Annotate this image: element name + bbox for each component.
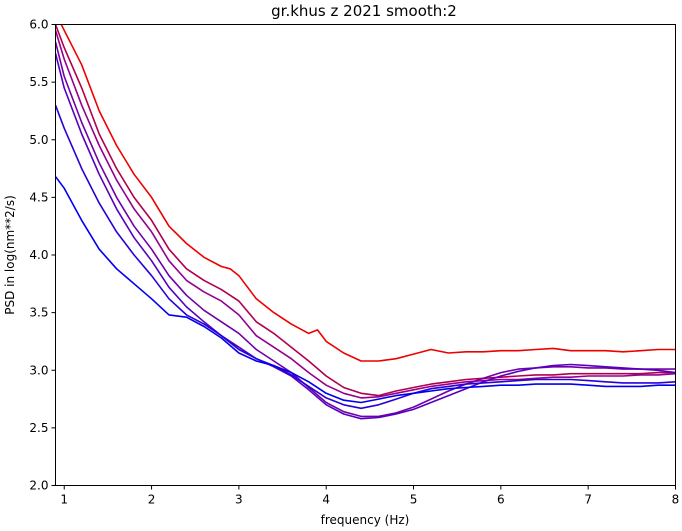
series-line-1: [60, 24, 676, 362]
y-tick-label: 5.5: [29, 75, 48, 89]
x-tick-label: 6: [497, 493, 505, 507]
y-axis-label: PSD in log(nm**2/s): [3, 195, 17, 315]
x-tick-label: 8: [672, 493, 680, 507]
x-tick-label: 4: [322, 493, 330, 507]
series-line-4: [55, 41, 676, 418]
y-tick-label: 4.0: [29, 248, 48, 262]
series-line-5: [55, 53, 676, 420]
series-line-6: [55, 104, 676, 410]
x-axis-label: frequency (Hz): [321, 513, 410, 527]
series-layer: [55, 24, 676, 420]
y-tick-label: 2.0: [29, 479, 48, 493]
y-tick-label: 6.0: [29, 18, 48, 32]
y-axis: 2.0 2.5 3.0 3.5 4.0 4.5 5.0 5.5 6.0: [29, 18, 56, 493]
y-tick-label: 3.5: [29, 306, 48, 320]
y-tick-label: 4.5: [29, 190, 48, 204]
x-tick-label: 7: [584, 493, 592, 507]
x-tick-label: 3: [235, 493, 243, 507]
y-tick-label: 3.0: [29, 363, 48, 377]
chart-title: gr.khus z 2021 smooth:2: [271, 2, 457, 20]
x-tick-label: 1: [60, 493, 68, 507]
x-axis: 1 2 3 4 5 6 7 8: [60, 485, 680, 507]
x-tick-label: 5: [410, 493, 418, 507]
series-line-3: [55, 30, 676, 399]
y-tick-label: 2.5: [29, 421, 48, 435]
x-tick-label: 2: [148, 493, 156, 507]
series-line-7: [55, 176, 676, 404]
series-line-2: [55, 24, 676, 397]
y-tick-label: 5.0: [29, 133, 48, 147]
